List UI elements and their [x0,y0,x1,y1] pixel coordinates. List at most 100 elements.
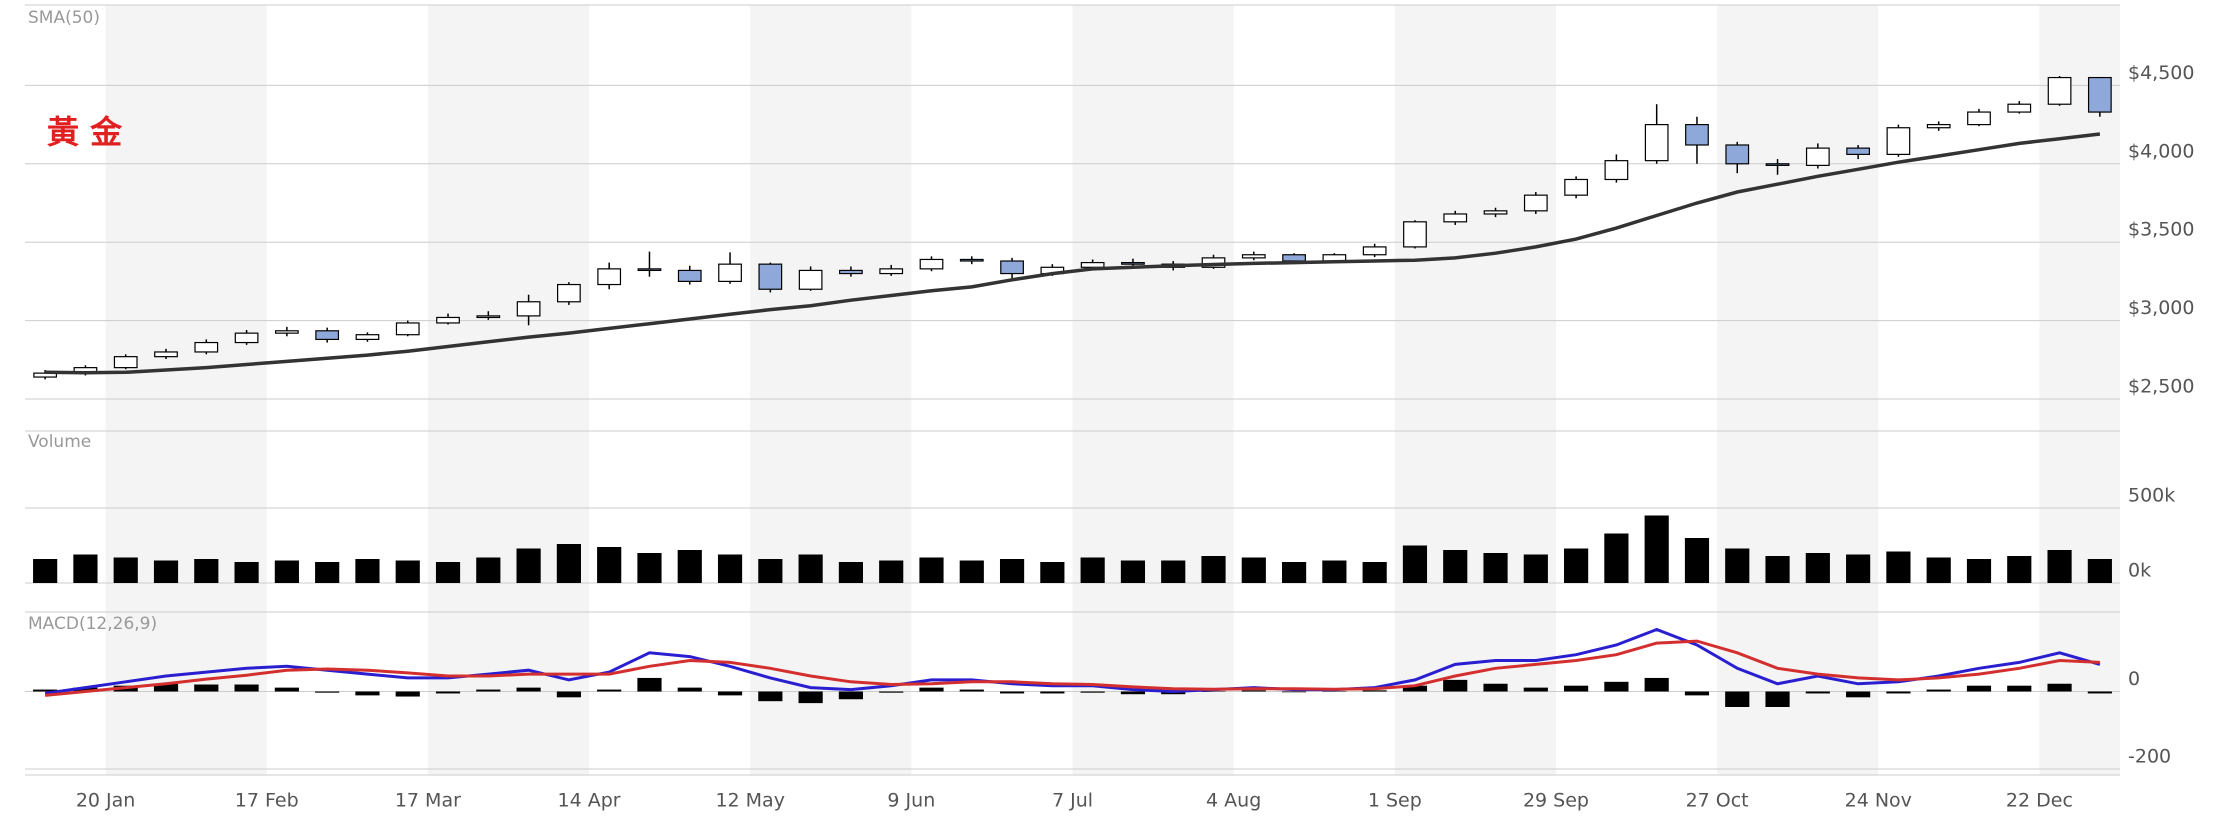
volume-bar [838,562,863,583]
x-tick-label: 12 May [715,790,785,812]
volume-bar [1765,556,1790,583]
volume-bar [1322,560,1347,583]
chart-annotation: 黃 金 [47,113,123,151]
volume-bar [637,553,662,583]
candle-body [1443,213,1468,223]
candle-body [1926,123,1951,129]
x-tick-label: 20 Jan [76,790,136,812]
candle-body [919,258,944,270]
macd-histogram-bar [153,683,179,692]
x-tick-label: 4 Aug [1206,790,1261,812]
volume-bar [1805,553,1830,583]
candle-body [194,341,219,353]
volume-bar [556,544,581,583]
macd-histogram-bar [1483,683,1508,692]
candle-body [798,269,823,290]
macd-histogram-bar [999,691,1025,694]
volume-bar [798,554,823,583]
panel-title: SMA(50) [28,8,100,28]
macd-histogram-bar [1644,677,1669,692]
volume-bar [959,560,984,583]
macd-histogram-bar [1926,689,1951,692]
panel-title: Volume [28,432,91,452]
x-tick-label: 9 Jun [887,790,935,812]
shade-band [1717,5,1879,775]
candle-body [1362,246,1387,256]
x-tick-label: 22 Dec [2006,790,2073,812]
macd-histogram-bar [637,677,662,692]
volume-bar [355,559,380,583]
macd-histogram-bar [919,687,944,692]
candle-body [2007,103,2032,113]
candle-body [1644,123,1669,162]
candle-body [597,268,622,286]
panel-title: MACD(12,26,9) [28,614,157,634]
y-tick-label: $2,500 [2128,376,2194,398]
macd-histogram-bar [1523,687,1548,692]
macd-histogram-bar [2007,685,2032,692]
macd-histogram-bar [395,691,420,697]
candle-body [1846,147,1871,155]
candle-body [234,332,259,344]
candle-body [1685,123,1709,146]
volume-bar [435,562,461,583]
volume-bar [1201,556,1226,583]
candle-body [274,330,299,334]
candle-body [154,351,178,358]
macd-histogram-bar [1805,691,1830,694]
macd-histogram-bar [798,691,823,704]
volume-bar [1120,560,1146,583]
volume-bar [597,547,622,583]
macd-histogram-bar [1241,690,1266,692]
shade-band [105,5,267,775]
candle-body [1765,163,1790,166]
shade-band [1394,5,1556,775]
candle-body [1564,178,1588,196]
volume-bar [1282,562,1307,583]
volume-bar [879,560,904,583]
x-tick-label: 1 Sep [1368,790,1422,812]
candle-body [315,330,340,341]
volume-bar [1040,562,1065,583]
candle-body [718,263,742,283]
y-tick-label: 0k [2128,560,2151,582]
macd-histogram-bar [2047,683,2072,692]
macd-histogram-bar [1725,691,1750,707]
macd-histogram-bar [1604,681,1629,692]
candle-body [516,301,541,317]
volume-bar [1886,551,1911,583]
candle-body [677,269,702,283]
volume-bar [395,560,420,583]
candle-body [1080,261,1105,268]
volume-bar [1966,559,1992,583]
volume-bar [476,557,501,583]
x-tick-label: 29 Sep [1523,790,1589,812]
volume-bar [717,554,743,583]
x-tick-label: 27 Oct [1686,790,1749,812]
candle-body [879,268,904,275]
volume-bar [2047,550,2072,583]
volume-bar [1926,557,1951,583]
volume-bar [315,562,340,583]
shade-band [1072,5,1234,775]
volume-bar [677,550,702,583]
candle-body [1604,160,1629,181]
shade-band [2039,5,2120,775]
candle-body [113,356,138,369]
macd-histogram-bar [556,691,581,698]
x-tick-label: 14 Apr [557,790,620,812]
macd-histogram-bar [838,691,863,700]
x-tick-label: 17 Feb [235,790,299,812]
volume-bar [1725,548,1750,583]
volume-bar [194,559,219,583]
volume-bar [2007,556,2032,583]
volume-bar [758,559,783,583]
y-tick-label: $3,000 [2128,297,2194,319]
candle-body [758,263,783,290]
candle-body [1725,144,1750,165]
candle-body [839,269,863,275]
volume-bar [1402,545,1428,583]
macd-histogram-bar [1120,691,1146,695]
macd-histogram-bar [1684,691,1710,696]
volume-bar [1644,515,1669,583]
